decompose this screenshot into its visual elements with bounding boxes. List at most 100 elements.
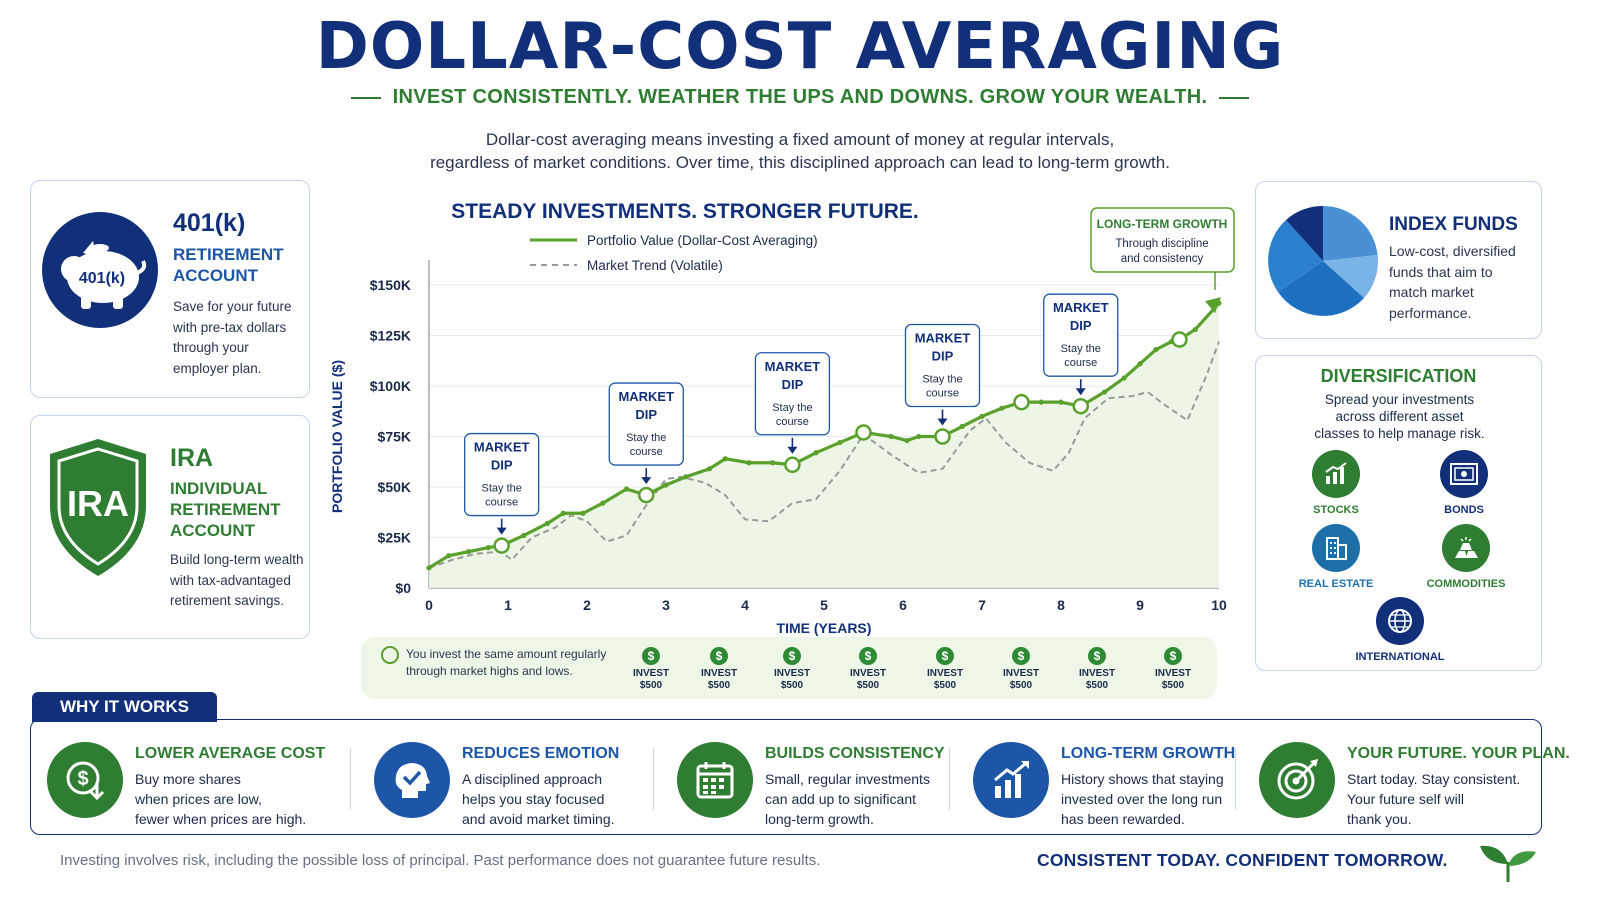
- portfolio-chart: STEADY INVESTMENTS. STRONGER FUTURE. Port…: [329, 200, 1235, 636]
- asset-real-estate: REAL ESTATE: [1276, 524, 1396, 590]
- invest-amount: $500: [856, 680, 880, 691]
- dollar-coin-icon: $: [859, 647, 877, 665]
- dollar-coin-icon: $: [1012, 647, 1030, 665]
- y-tick-label: $25K: [378, 530, 411, 546]
- y-tick-label: $150K: [370, 277, 411, 293]
- invest-amount: $500: [707, 680, 731, 691]
- invest-marker: [1072, 397, 1089, 415]
- why-item: YOUR FUTURE. YOUR PLAN. Start today. Stay…: [1243, 720, 1570, 836]
- why-it-works-tab: WHY IT WORKS: [32, 692, 217, 722]
- target-icon: [1259, 742, 1335, 818]
- svg-text:DIP: DIP: [782, 377, 804, 392]
- divider: [653, 748, 654, 810]
- portfolio-point: [904, 437, 910, 444]
- svg-text:Stay the: Stay the: [1061, 343, 1101, 355]
- card-diversification: DIVERSIFICATION Spread your investments a…: [1255, 355, 1542, 671]
- market-dip-annotation: MARKET DIP Stay the course: [754, 352, 831, 454]
- portfolio-point: [1192, 326, 1198, 333]
- svg-text:course: course: [926, 388, 959, 400]
- svg-text:MARKET: MARKET: [1053, 300, 1109, 315]
- svg-text:Through discipline: Through discipline: [1115, 238, 1208, 250]
- globe-icon: [1376, 597, 1424, 645]
- k401-description: Save for your future with pre-tax dollars…: [173, 299, 292, 376]
- legend-item-market: Market Trend (Volatile): [587, 258, 723, 273]
- svg-text:DIP: DIP: [491, 458, 513, 473]
- why-item-title: LONG-TERM GROWTH: [1061, 745, 1236, 762]
- x-tick-label: 10: [1211, 597, 1227, 613]
- x-tick-label: 3: [662, 597, 670, 613]
- why-item: BUILDS CONSISTENCY Small, regular investm…: [661, 720, 957, 836]
- piggy-bank-icon: 401(k): [42, 212, 158, 328]
- market-dip-annotation: MARKET DIP Stay the course: [1043, 293, 1119, 396]
- stocks-icon: [1312, 450, 1360, 498]
- invest-amount: $500: [1085, 680, 1109, 691]
- dollar-coin-icon: $: [710, 647, 728, 665]
- invest-item: $ INVEST $500: [1067, 647, 1127, 692]
- dollar-coin-icon: $: [936, 647, 954, 665]
- invest-label: INVEST: [1002, 668, 1040, 679]
- intro-text: Dollar-cost averaging means investing a …: [430, 130, 1170, 172]
- invest-marker: [638, 486, 655, 504]
- x-tick-label: 7: [978, 597, 986, 613]
- y-tick-label: $75K: [378, 429, 411, 445]
- shield-icon: IRA: [50, 439, 146, 576]
- card-401k: 401(k) 401(k) RETIREMENT ACCOUNT Save for…: [30, 180, 310, 398]
- k401-subtitle: RETIREMENT ACCOUNT: [173, 245, 284, 285]
- tagline: CONSISTENT TODAY. CONFIDENT TOMORROW.: [1037, 850, 1448, 870]
- portfolio-point: [623, 486, 630, 492]
- why-item-title: BUILDS CONSISTENCY: [765, 745, 945, 762]
- portfolio-point: [600, 500, 606, 506]
- invest-item: $ INVEST $500: [915, 647, 975, 692]
- portfolio-point: [959, 423, 965, 429]
- ira-title: IRA: [170, 444, 214, 472]
- market-dip-annotation: MARKET DIP Stay the course: [464, 432, 540, 535]
- legend-item-portfolio: Portfolio Value (Dollar-Cost Averaging): [587, 233, 818, 248]
- ring-icon: [381, 646, 399, 664]
- portfolio-point: [521, 532, 527, 539]
- portfolio-point: [485, 545, 491, 551]
- svg-text:DIP: DIP: [932, 349, 954, 364]
- market-dip-annotation: MARKET DIP Stay the course: [904, 323, 981, 426]
- invest-item: $ INVEST $500: [1143, 647, 1203, 692]
- why-item: REDUCES EMOTION A disciplined approach hel…: [358, 720, 661, 836]
- portfolio-point: [999, 405, 1005, 411]
- disclaimer: Investing involves risk, including the p…: [60, 852, 821, 869]
- invest-label: INVEST: [1154, 668, 1192, 679]
- ira-subtitle: INDIVIDUAL RETIREMENT ACCOUNT: [170, 479, 281, 540]
- strip-text: You invest the same amount regularly thro…: [406, 647, 607, 678]
- svg-text:Stay the: Stay the: [626, 432, 666, 444]
- svg-text:course: course: [1064, 357, 1097, 369]
- portfolio-point: [1137, 361, 1143, 367]
- leaf-icon: [1480, 845, 1536, 882]
- invest-label: INVEST: [1078, 668, 1116, 679]
- invest-item: $ INVEST $500: [689, 647, 749, 692]
- svg-text:course: course: [485, 497, 518, 509]
- invest-marker: [784, 456, 801, 474]
- portfolio-point: [580, 510, 586, 516]
- why-it-works-panel: $ LOWER AVERAGE COST Buy more shares when p…: [30, 719, 1570, 836]
- calendar-icon: [677, 742, 753, 818]
- dollar-coin-icon: $: [642, 647, 660, 665]
- svg-text:LONG-TERM GROWTH: LONG-TERM GROWTH: [1097, 217, 1228, 231]
- invest-label: INVEST: [632, 668, 670, 679]
- dollar-coin-icon: $: [783, 647, 801, 665]
- invest-amount: $500: [780, 680, 804, 691]
- svg-text:Stay the: Stay the: [482, 483, 522, 495]
- invest-item: $ INVEST $500: [838, 647, 898, 692]
- svg-text:MARKET: MARKET: [474, 440, 530, 455]
- portfolio-point: [916, 433, 922, 440]
- invest-marker: [855, 424, 872, 441]
- invest-label: INVEST: [700, 668, 738, 679]
- why-item: $ LOWER AVERAGE COST Buy more shares when p…: [31, 720, 358, 836]
- portfolio-point: [663, 482, 669, 488]
- invest-item: $ INVEST $500: [762, 647, 822, 692]
- invest-item: $ INVEST $500: [991, 647, 1051, 692]
- why-item-title: YOUR FUTURE. YOUR PLAN.: [1347, 745, 1570, 762]
- y-axis-label: PORTFOLIO VALUE ($): [329, 360, 345, 513]
- y-tick-label: $125K: [370, 328, 411, 344]
- invest-strip: You invest the same amount regularly thro…: [361, 637, 1217, 699]
- portfolio-point: [722, 456, 728, 462]
- market-dip-annotation: MARKET DIP Stay the course: [608, 382, 684, 485]
- page-title: DOLLAR-COST AVERAGING: [315, 10, 1285, 84]
- why-item: LONG-TERM GROWTH History shows that stayi…: [957, 720, 1243, 836]
